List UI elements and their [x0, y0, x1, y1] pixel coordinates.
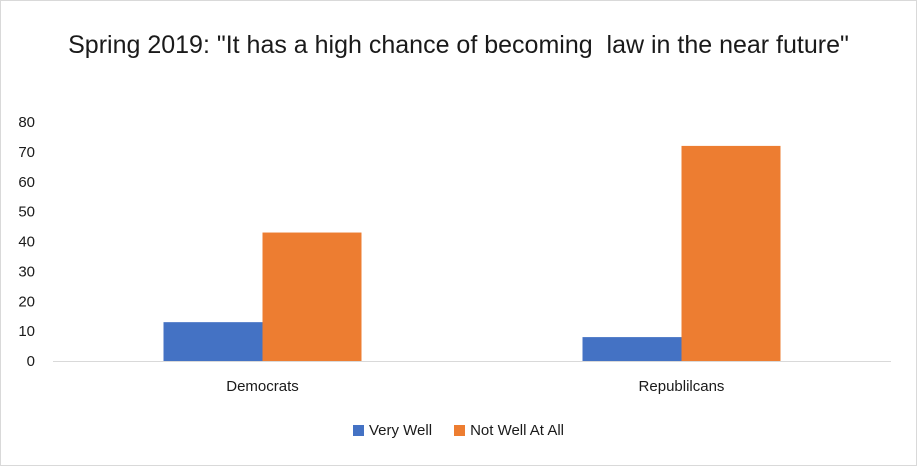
y-tick-label: 0 — [27, 353, 35, 370]
legend-label: Not Well At All — [470, 422, 564, 439]
bar-not-well-at-all-democrats — [262, 232, 362, 361]
y-tick-label: 70 — [18, 144, 35, 161]
y-tick-label: 30 — [18, 263, 35, 280]
y-tick-label: 60 — [18, 174, 35, 191]
y-tick-label: 20 — [18, 293, 35, 310]
bar-very-well-republilcans — [582, 337, 682, 361]
chart-legend: Very Well Not Well At All — [1, 422, 916, 439]
y-tick-label: 80 — [18, 114, 35, 131]
legend-swatch — [352, 425, 364, 436]
y-tick-label: 40 — [18, 234, 35, 251]
x-tick-label: Republilcans — [639, 378, 725, 395]
chart-title: Spring 2019: "It has a high chance of be… — [68, 31, 849, 59]
y-tick-label: 10 — [18, 323, 35, 340]
legend-item: Not Well At All — [454, 422, 564, 439]
legend-swatch — [454, 425, 466, 436]
bar-not-well-at-all-republilcans — [681, 145, 781, 361]
bar-very-well-democrats — [163, 322, 263, 361]
y-tick-label: 50 — [18, 204, 35, 221]
chart-plot-area: 0 10 20 30 40 50 60 70 80 Democrats Republilcans — [18, 114, 891, 395]
x-tick-label: Democrats — [226, 378, 299, 395]
legend-item: Very Well — [352, 422, 433, 439]
legend-label: Very Well — [368, 422, 433, 439]
